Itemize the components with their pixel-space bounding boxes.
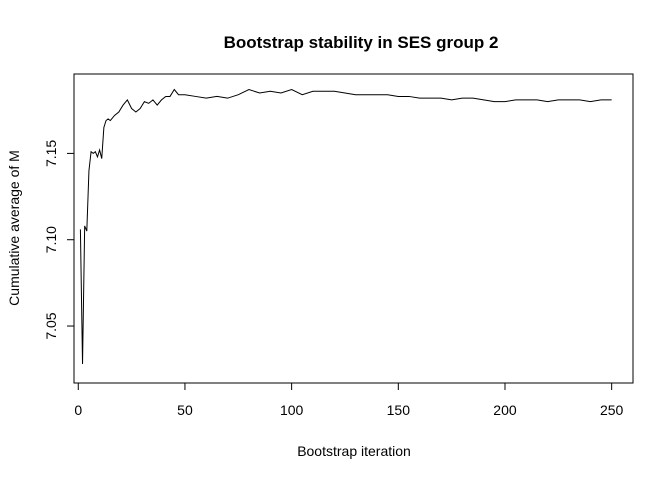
y-tick-label: 7.15 (43, 140, 59, 167)
y-tick-label: 7.05 (43, 312, 59, 339)
y-axis: 7.05 7.10 7.15 (43, 140, 75, 340)
x-axis: 0 50 100 150 200 250 (74, 382, 624, 418)
x-tick-label: 250 (600, 402, 624, 418)
y-tick-label: 7.10 (43, 226, 59, 253)
cumulative-average-line (79, 88, 612, 365)
x-tick-label: 150 (387, 402, 411, 418)
x-tick-label: 200 (493, 402, 517, 418)
plot-frame (73, 73, 634, 384)
x-tick-label: 50 (177, 402, 193, 418)
x-axis-label: Bootstrap iteration (297, 443, 411, 459)
y-axis-label: Cumulative average of M (6, 150, 22, 306)
chart-title: Bootstrap stability in SES group 2 (224, 33, 499, 52)
x-tick-label: 0 (74, 402, 82, 418)
x-tick-label: 100 (280, 402, 304, 418)
